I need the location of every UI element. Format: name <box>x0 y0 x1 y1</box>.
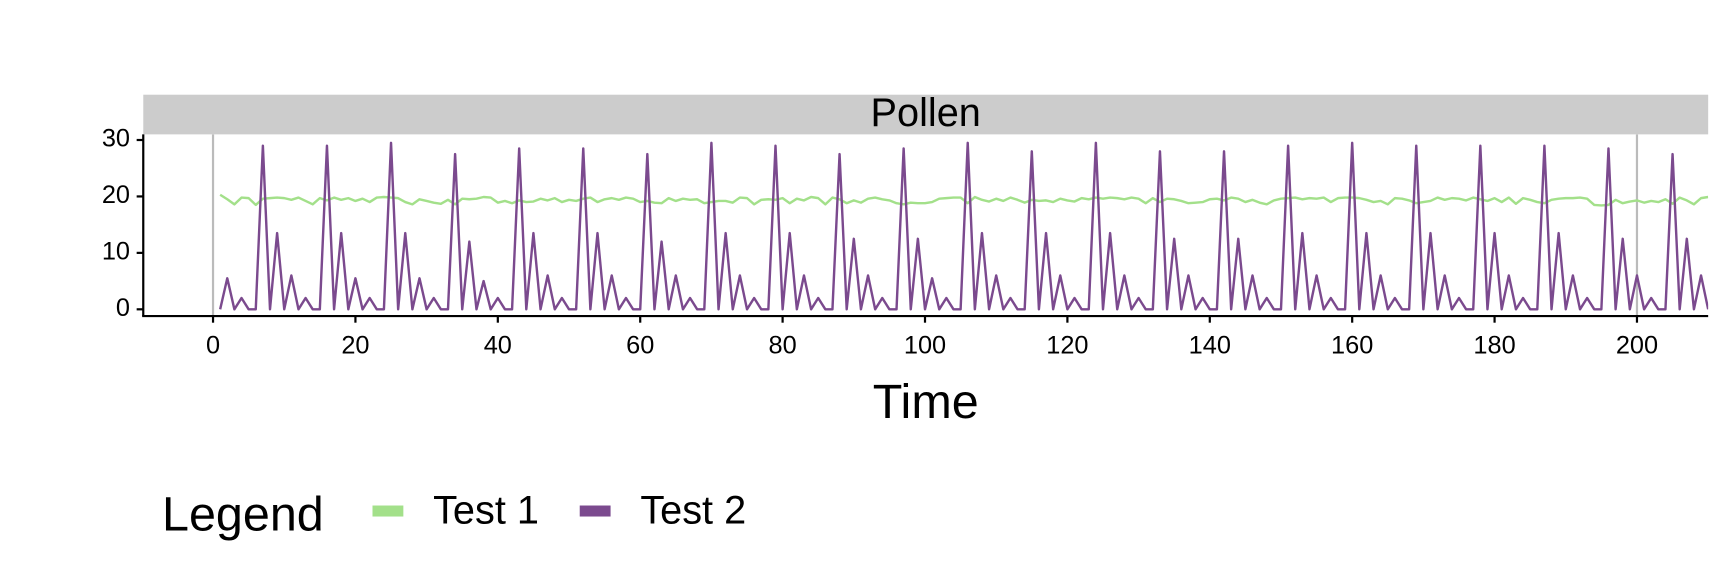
x-tick-label: 200 <box>1616 332 1658 360</box>
series-line <box>218 141 1709 311</box>
facet-strip <box>143 94 1709 135</box>
y-tick-label: 0 <box>116 294 130 322</box>
x-tick-label: 40 <box>484 332 512 360</box>
x-tick-label: 120 <box>1046 332 1088 360</box>
legend-label: Test 2 <box>640 489 746 533</box>
legend-title: Legend <box>162 487 324 541</box>
x-tick-label: 60 <box>626 332 654 360</box>
y-tick-label: 20 <box>102 181 130 209</box>
x-tick-label: 140 <box>1189 332 1231 360</box>
x-tick-label: 160 <box>1331 332 1373 360</box>
x-tick-label: 80 <box>769 332 797 360</box>
x-tick-label: 100 <box>904 332 946 360</box>
plot-area <box>211 134 1709 317</box>
y-tick-label: 10 <box>102 238 130 266</box>
facet-title: Pollen <box>871 91 981 135</box>
legend-key <box>579 505 611 517</box>
legend-label: Test 1 <box>433 489 539 533</box>
x-axis-title: Time <box>873 375 979 429</box>
x-tick-label: 0 <box>206 332 220 360</box>
x-tick-label: 180 <box>1473 332 1515 360</box>
x-tick-label: 20 <box>341 332 369 360</box>
y-tick-label: 30 <box>102 125 130 153</box>
legend-key <box>372 505 404 517</box>
